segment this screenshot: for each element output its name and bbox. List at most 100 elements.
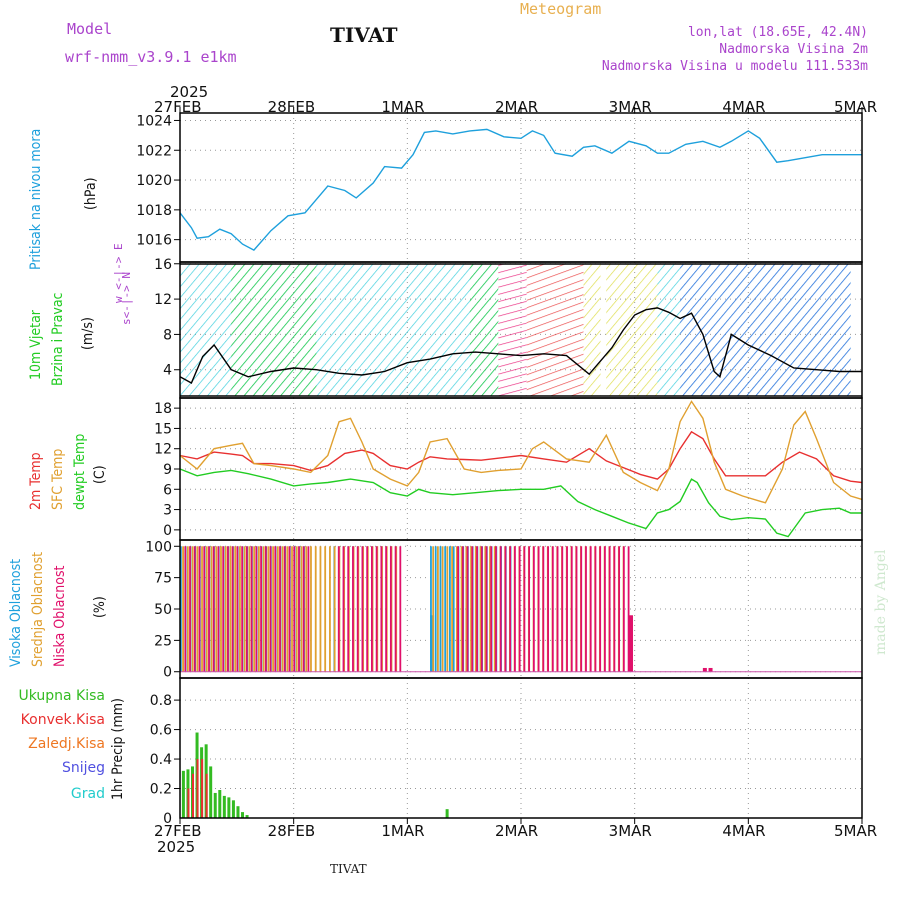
- altitude-label: Nadmorska Visina 2m: [719, 42, 868, 57]
- y-tick-label: 0: [163, 665, 172, 681]
- cloud-bar-low: [279, 546, 281, 672]
- y-tick-label: 8: [163, 327, 172, 343]
- cloud-bar-low: [499, 546, 502, 672]
- precip-bar-total: [227, 797, 231, 818]
- wind-band: [498, 264, 527, 396]
- cloud-bar-low: [561, 546, 564, 672]
- cloud-bar-high: [452, 546, 455, 672]
- day-label: 27FEB: [154, 822, 202, 840]
- cloud-bar-low: [566, 546, 568, 672]
- cloud-bar-high: [430, 615, 435, 672]
- cloud-bar-low: [514, 546, 516, 672]
- model-label: Model: [67, 20, 113, 38]
- cloud-bar-low: [193, 546, 196, 672]
- y-tick-label: 0.8: [150, 693, 172, 709]
- cloud-bar-mid: [286, 546, 289, 672]
- cloud-bar-low: [457, 546, 459, 672]
- cloud-bar-low: [476, 546, 478, 672]
- cloud-bar-low: [189, 546, 191, 672]
- cloud-bar-mid: [493, 546, 496, 672]
- y-tick-label: 9: [163, 462, 172, 478]
- cloud-bar-low: [547, 546, 549, 672]
- cloud-bar-low: [509, 546, 512, 672]
- day-label: 3MAR: [608, 822, 652, 840]
- cloud-bar-high: [449, 546, 451, 672]
- cloud-bar-low: [608, 546, 611, 672]
- y-tick-label: 1016: [136, 233, 172, 249]
- y-tick-label: 0.4: [150, 752, 172, 768]
- cloud-bar-mid: [310, 546, 312, 672]
- cloud-bar-low: [570, 546, 573, 672]
- top-year: 2025: [170, 83, 209, 101]
- cloud-bar-low: [580, 546, 583, 672]
- cloud-bar-low: [394, 546, 397, 672]
- cloud-bar-low: [604, 546, 606, 672]
- day-label: 5MAR: [834, 98, 878, 116]
- cloud-bar-low: [227, 546, 229, 672]
- cloud-bar-low: [385, 546, 388, 672]
- precip-bar-total: [241, 812, 245, 818]
- cloud-bar-mid: [220, 546, 222, 672]
- cloud-bar-mid: [455, 546, 458, 672]
- cloud-bar-low: [532, 546, 535, 672]
- day-label: 2MAR: [495, 98, 539, 116]
- temp-sfc-line: [179, 400, 863, 504]
- cloud-bar-mid: [205, 546, 208, 672]
- cloud-bar-mid: [432, 546, 435, 672]
- y-tick-label: 1022: [136, 143, 172, 159]
- y-tick-label: 6: [163, 482, 172, 498]
- cloud-bar-low: [307, 546, 310, 672]
- cloud-bar-low: [208, 546, 210, 672]
- cloud-bar-low: [380, 546, 383, 672]
- cloud-bar-mid: [248, 546, 251, 672]
- cloud-bar-low: [375, 546, 378, 672]
- y-tick-label: 75: [154, 571, 172, 587]
- cloud-bar-mid: [460, 546, 463, 672]
- precip-bar-total: [445, 809, 449, 818]
- cloud-bar-mid: [257, 546, 260, 672]
- y-tick-label: 50: [154, 602, 172, 618]
- wind-band: [680, 264, 851, 396]
- y-tick-label: 12: [154, 292, 172, 308]
- cloud-bar-mid: [276, 546, 279, 672]
- cloud-bar-low: [622, 546, 625, 672]
- cloud-bar-mid: [191, 546, 194, 672]
- cloud-bar-low: [222, 546, 225, 672]
- cloud-bar-low: [556, 546, 559, 672]
- cloud-bar-low: [504, 546, 507, 672]
- cloud-bar-mid: [224, 546, 227, 672]
- cloud-bar-mid: [253, 546, 256, 672]
- coords-label: lon,lat (18.65E, 42.4N): [687, 25, 868, 40]
- cloud-bar-low: [236, 546, 239, 672]
- cloud-bar-mid: [196, 546, 199, 672]
- cloud-bar-low: [361, 546, 364, 672]
- precip-bar-conv: [205, 773, 208, 818]
- cloud-bar-low: [399, 546, 402, 672]
- cloud-bar-low: [366, 546, 369, 672]
- cloud-bar-mid: [182, 546, 184, 672]
- cloud-bar-low: [708, 667, 713, 672]
- cloud-bar-low: [352, 546, 354, 672]
- cloud-bar-mid: [272, 546, 274, 672]
- cloud-bar-mid: [305, 546, 308, 672]
- cloud-bar-high: [180, 546, 182, 672]
- cloud-bar-low: [283, 546, 286, 672]
- day-label: 1MAR: [381, 98, 425, 116]
- cloud-bar-low: [231, 546, 234, 672]
- precip-bar-conv: [201, 759, 204, 818]
- cloud-bar-low: [471, 546, 474, 672]
- y-tick-label: 3: [163, 503, 172, 519]
- cloud-bar-low: [298, 546, 300, 672]
- legend-total-rain: Ukupna Kisa: [18, 688, 105, 704]
- day-label: 4MAR: [722, 822, 766, 840]
- cloud-bar-low: [537, 546, 540, 672]
- cloud-bar-high: [434, 546, 437, 672]
- day-label: 28FEB: [267, 98, 316, 116]
- cloud-bar-mid: [281, 546, 284, 672]
- cloud-bar-low: [702, 667, 707, 672]
- cloud-bar-low: [217, 546, 220, 672]
- cloud-bar-low: [356, 546, 359, 672]
- cloud-bar-low: [575, 546, 578, 672]
- cloud-bar-low: [523, 546, 526, 672]
- cloud-bar-low: [264, 546, 267, 672]
